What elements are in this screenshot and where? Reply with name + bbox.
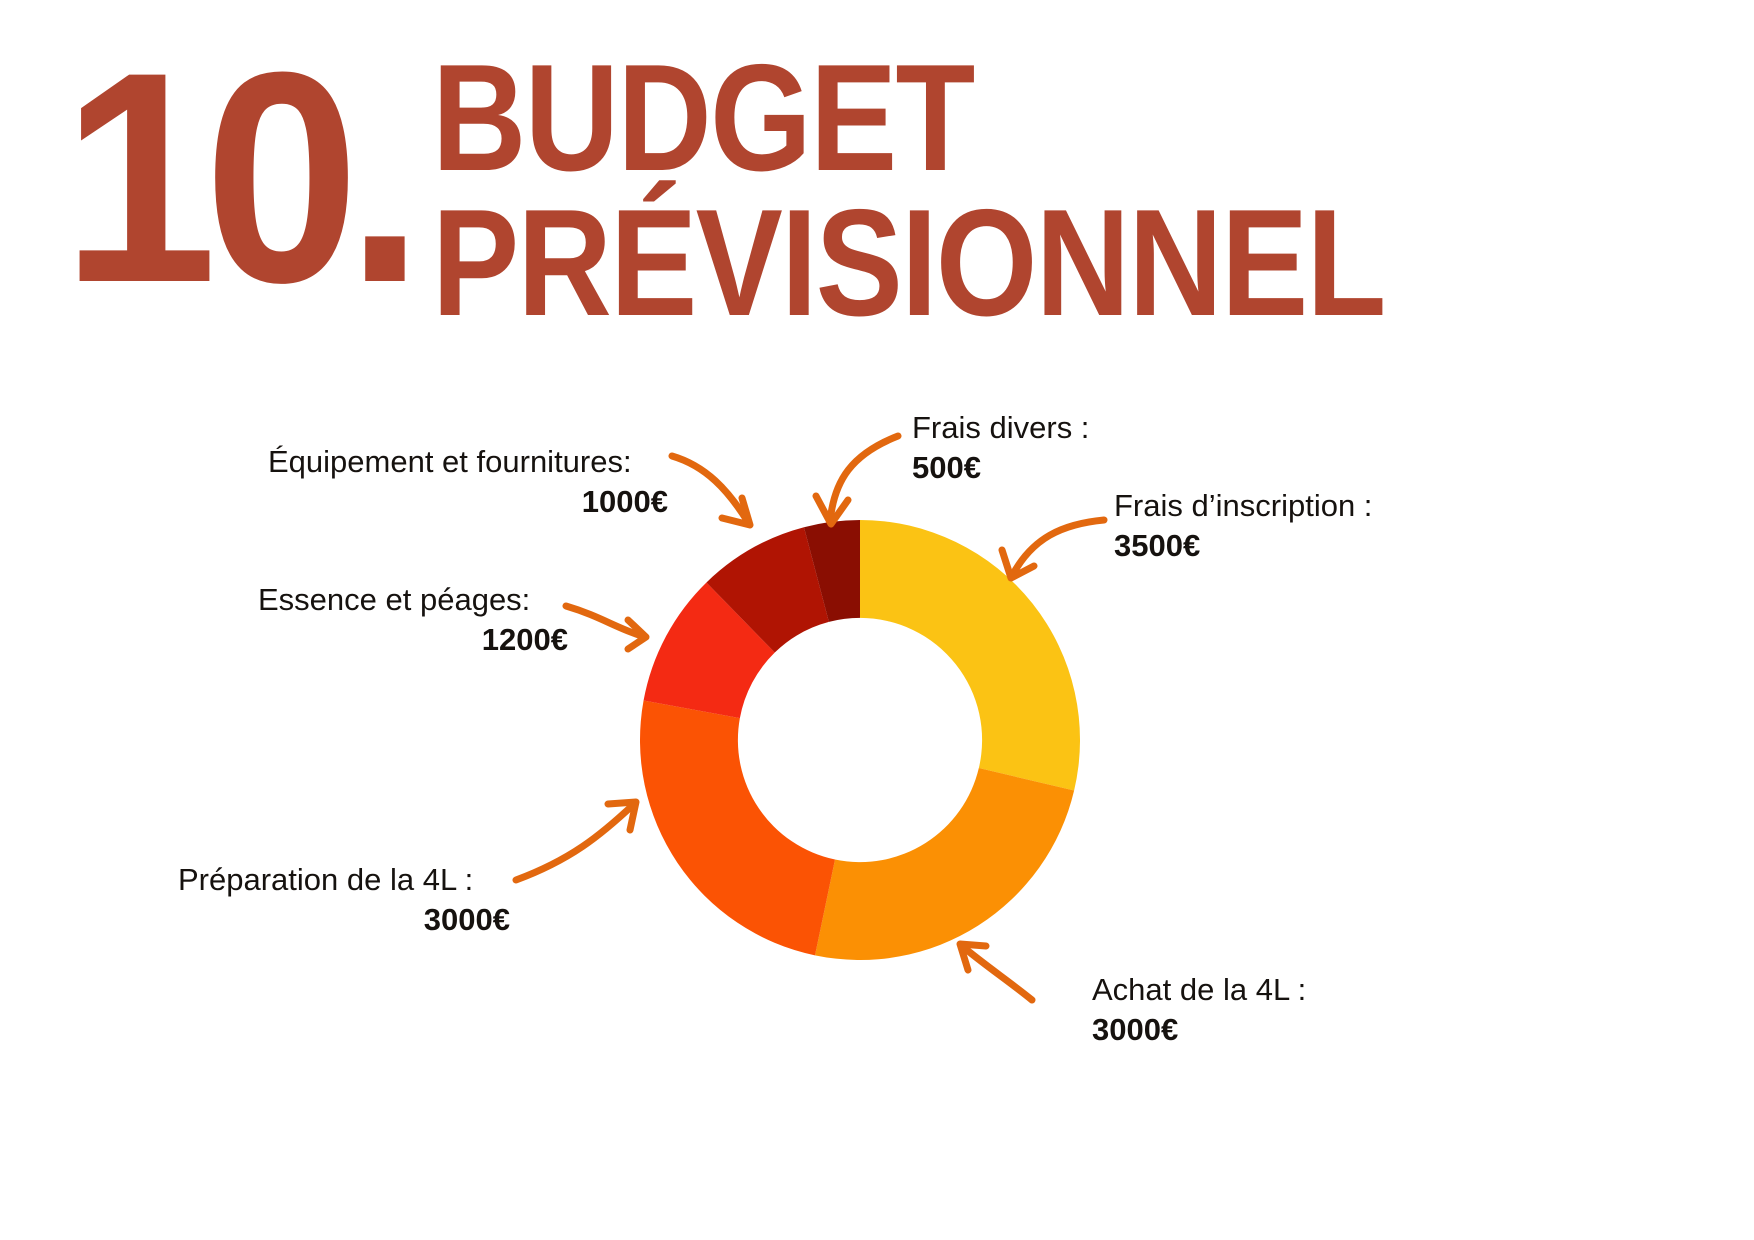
callout-achat-label: Achat de la 4L : (1092, 972, 1307, 1007)
donut-svg (640, 520, 1080, 960)
callout-inscription-value: 3500€ (1114, 528, 1201, 563)
page-title: BUDGET PRÉVISIONNEL (432, 33, 1386, 348)
page-header: 10. BUDGET PRÉVISIONNEL (0, 0, 1754, 360)
callout-essence-label: Essence et péages: (258, 582, 531, 617)
arrow-preparation-head (604, 798, 640, 834)
callout-preparation-value: 3000€ (423, 902, 510, 937)
page-title-line-1: BUDGET (432, 33, 975, 203)
donut-slice-4 (706, 527, 829, 653)
donut-slice-5 (803, 520, 860, 622)
callout-equipement: Équipement et fournitures: 1000€ (268, 442, 668, 522)
donut-slices (640, 520, 1080, 960)
callout-achat: Achat de la 4L : 3000€ (1092, 970, 1422, 1050)
donut-slice-0 (860, 520, 1080, 791)
arrow-fraisdivers (826, 432, 902, 526)
callout-inscription-label: Frais d’inscription : (1114, 488, 1373, 523)
arrow-equipement (668, 452, 752, 526)
donut-slice-3 (643, 582, 775, 719)
arrow-preparation (512, 800, 638, 884)
callout-essence: Essence et péages: 1200€ (258, 580, 568, 660)
budget-chart-section: Équipement et fournitures: 1000€ Essence… (0, 370, 1754, 1240)
budget-donut-chart (640, 520, 1080, 960)
callout-preparation-label: Préparation de la 4L : (178, 862, 474, 897)
callout-achat-value: 3000€ (1092, 1012, 1179, 1047)
callout-equipement-value: 1000€ (581, 484, 668, 519)
callout-inscription: Frais d’inscription : 3500€ (1114, 486, 1474, 566)
callout-essence-value: 1200€ (481, 622, 568, 657)
donut-slice-2 (640, 700, 836, 956)
callout-frais-divers-label: Frais divers : (912, 410, 1090, 445)
arrow-essence (562, 602, 646, 640)
section-number: 10. (62, 9, 424, 345)
callout-frais-divers: Frais divers : 500€ (912, 408, 1232, 488)
donut-slice-1 (814, 768, 1075, 960)
callout-preparation: Préparation de la 4L : 3000€ (178, 860, 510, 940)
page-title-line-2: PRÉVISIONNEL (432, 178, 1386, 348)
callout-frais-divers-value: 500€ (912, 450, 981, 485)
callout-equipement-label: Équipement et fournitures: (268, 444, 632, 479)
